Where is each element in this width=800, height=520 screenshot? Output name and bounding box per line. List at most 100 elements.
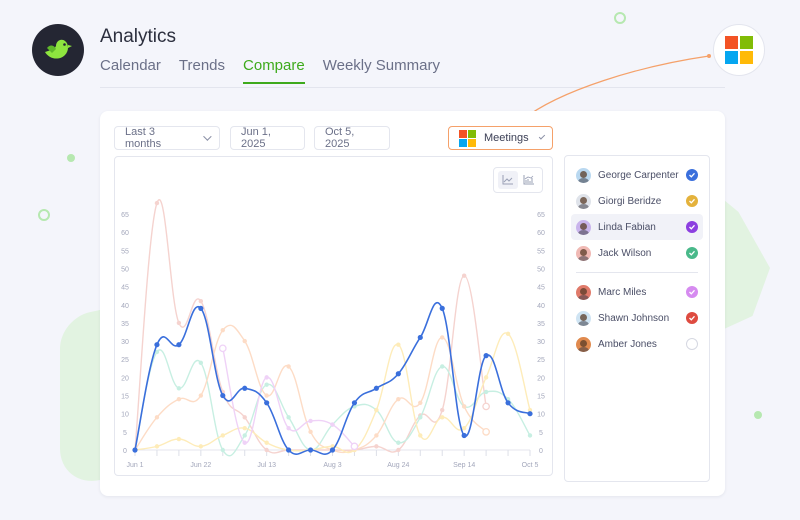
y-tick-label: 25 — [537, 357, 545, 364]
avatar — [576, 310, 591, 326]
y-tick-label: 30 — [121, 339, 129, 346]
checkbox-checked-icon[interactable] — [686, 312, 698, 324]
y-tick-label: 5 — [123, 430, 127, 437]
tab-calendar[interactable]: Calendar — [100, 57, 161, 74]
header-divider — [100, 87, 725, 88]
legend-person-row[interactable]: Amber Jones — [571, 331, 703, 357]
series-marc-miles[interactable] — [218, 344, 359, 451]
y-tick-label: 25 — [121, 357, 129, 364]
tab-weekly-summary[interactable]: Weekly Summary — [322, 57, 440, 74]
y-tick-label: 15 — [537, 394, 545, 401]
chevron-down-icon — [203, 132, 212, 141]
legend-person-row[interactable]: Linda Fabian — [571, 214, 703, 240]
bar-line-chart-icon — [523, 175, 534, 185]
y-tick-label: 45 — [121, 285, 129, 292]
end-date-value: Oct 5, 2025 — [325, 126, 355, 150]
y-tick-label: 45 — [537, 285, 545, 292]
tab-compare[interactable]: Compare — [243, 57, 305, 84]
person-name: Jack Wilson — [598, 247, 652, 259]
legend-person-row[interactable]: Jack Wilson — [571, 240, 703, 266]
y-tick-label: 60 — [121, 230, 129, 237]
series-amber-jones[interactable] — [132, 324, 490, 454]
chart-area: 0 0 5 5 10 10 15 15 20 20 25 25 30 30 35 35 40 40 45 45 50 50… — [114, 156, 553, 476]
y-tick-label: 10 — [121, 412, 129, 419]
y-tick-label: 35 — [121, 321, 129, 328]
avatar — [576, 193, 591, 209]
decorative-dot — [754, 411, 762, 419]
microsoft-logo-icon — [725, 36, 753, 64]
tab-trends[interactable]: Trends — [178, 57, 226, 74]
avatar — [576, 219, 591, 235]
x-tick-label: Sep 14 — [453, 462, 475, 469]
line-chart-button[interactable] — [497, 171, 518, 189]
checkbox-checked-icon[interactable] — [686, 286, 698, 298]
y-tick-label: 50 — [537, 266, 545, 273]
x-tick-label: Oct 5 — [522, 462, 539, 469]
metric-dropdown[interactable]: Meetings — [448, 126, 553, 150]
compare-card: Last 3 months Jun 1, 2025 Oct 5, 2025 Me… — [100, 111, 725, 496]
y-tick-label: 60 — [537, 230, 545, 237]
metric-label: Meetings — [484, 132, 529, 144]
legend-person-row[interactable]: Giorgi Beridze — [571, 188, 703, 214]
y-tick-label: 40 — [121, 303, 129, 310]
people-legend: George Carpenter Giorgi Beridze Linda Fabi… — [564, 155, 710, 482]
x-tick-label: Aug 3 — [323, 462, 341, 469]
person-name: Amber Jones — [598, 338, 657, 350]
person-name: Shawn Johnson — [598, 312, 670, 324]
checkbox-unchecked-icon[interactable] — [686, 338, 698, 350]
y-tick-label: 50 — [121, 266, 129, 273]
legend-person-row[interactable]: Marc Miles — [571, 279, 703, 305]
decorative-dot — [67, 154, 75, 162]
microsoft-logo-icon — [459, 129, 476, 147]
avatar — [576, 167, 591, 183]
checkbox-checked-icon[interactable] — [686, 221, 698, 233]
checkbox-checked-icon[interactable] — [686, 169, 698, 181]
y-tick-label: 35 — [537, 321, 545, 328]
y-tick-label: 15 — [121, 394, 129, 401]
legend-person-row[interactable]: Shawn Johnson — [571, 305, 703, 331]
bird-icon — [45, 39, 72, 59]
y-tick-label: 5 — [539, 430, 543, 437]
avatar — [576, 245, 591, 261]
series-jack-wilson[interactable] — [132, 349, 533, 457]
decorative-ring — [614, 12, 626, 24]
x-tick-label: Aug 24 — [387, 462, 409, 469]
y-tick-label: 20 — [537, 375, 545, 382]
range-dropdown[interactable]: Last 3 months — [114, 126, 220, 150]
y-tick-label: 0 — [539, 448, 543, 455]
y-tick-label: 65 — [537, 212, 545, 219]
person-name: George Carpenter — [598, 169, 679, 181]
checkbox-checked-icon[interactable] — [686, 247, 698, 259]
page-title: Analytics — [100, 26, 177, 47]
y-tick-label: 55 — [537, 248, 545, 255]
y-tick-label: 30 — [537, 339, 545, 346]
bar-line-chart-button[interactable] — [519, 171, 539, 189]
legend-person-row[interactable]: George Carpenter — [571, 162, 703, 188]
y-tick-label: 55 — [121, 248, 129, 255]
tab-bar: Calendar Trends Compare Weekly Summary — [100, 57, 440, 84]
x-tick-label: Jul 13 — [257, 462, 276, 469]
start-date-input[interactable]: Jun 1, 2025 — [230, 126, 305, 150]
avatar — [576, 336, 591, 352]
y-tick-label: 40 — [537, 303, 545, 310]
person-name: Linda Fabian — [598, 221, 656, 233]
x-tick-label: Jun 22 — [190, 462, 211, 469]
range-label: Last 3 months — [125, 126, 162, 150]
y-tick-label: 0 — [123, 448, 127, 455]
chart-type-toggle — [493, 167, 543, 193]
series-shawn-johnson[interactable] — [132, 199, 490, 454]
start-date-value: Jun 1, 2025 — [241, 126, 271, 150]
chevron-down-icon — [538, 133, 546, 140]
end-date-input[interactable]: Oct 5, 2025 — [314, 126, 390, 150]
series-george-carpenter[interactable] — [132, 301, 533, 455]
series-giorgi-beridze[interactable] — [132, 331, 533, 454]
avatar — [576, 284, 591, 300]
y-tick-label: 20 — [121, 375, 129, 382]
y-tick-label: 10 — [537, 412, 545, 419]
checkbox-checked-icon[interactable] — [686, 195, 698, 207]
integration-badge[interactable] — [713, 24, 765, 76]
app-logo — [32, 24, 84, 76]
x-tick-label: Jun 1 — [126, 462, 143, 469]
legend-divider — [576, 272, 698, 273]
